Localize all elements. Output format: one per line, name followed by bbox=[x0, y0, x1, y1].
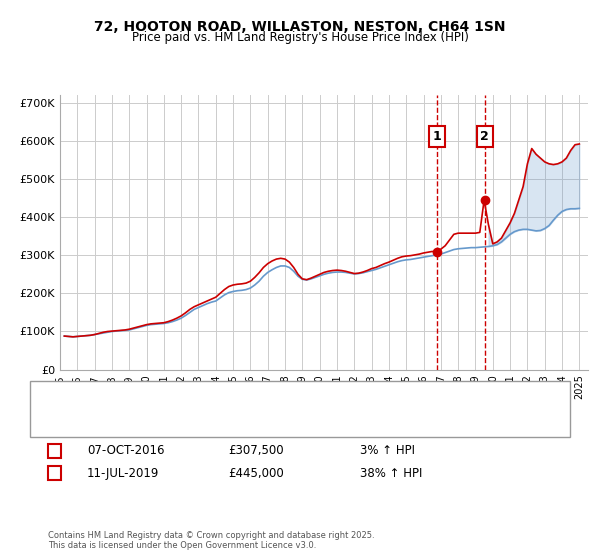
Text: HPI: Average price, detached house, Cheshire West and Chester: HPI: Average price, detached house, Ches… bbox=[81, 401, 416, 411]
Text: £307,500: £307,500 bbox=[228, 444, 284, 458]
Text: 2: 2 bbox=[480, 130, 489, 143]
Text: 07-OCT-2016: 07-OCT-2016 bbox=[87, 444, 164, 458]
Text: 11-JUL-2019: 11-JUL-2019 bbox=[87, 466, 160, 480]
Text: 38% ↑ HPI: 38% ↑ HPI bbox=[360, 466, 422, 480]
Text: Contains HM Land Registry data © Crown copyright and database right 2025.
This d: Contains HM Land Registry data © Crown c… bbox=[48, 530, 374, 550]
Text: £445,000: £445,000 bbox=[228, 466, 284, 480]
Text: 2: 2 bbox=[51, 468, 58, 478]
Text: 1: 1 bbox=[433, 130, 441, 143]
Text: 72, HOOTON ROAD, WILLASTON, NESTON, CH64 1SN: 72, HOOTON ROAD, WILLASTON, NESTON, CH64… bbox=[94, 20, 506, 34]
Text: Price paid vs. HM Land Registry's House Price Index (HPI): Price paid vs. HM Land Registry's House … bbox=[131, 31, 469, 44]
Text: 3% ↑ HPI: 3% ↑ HPI bbox=[360, 444, 415, 458]
Text: 72, HOOTON ROAD, WILLASTON, NESTON, CH64 1SN (detached house): 72, HOOTON ROAD, WILLASTON, NESTON, CH64… bbox=[81, 390, 452, 400]
Text: 1: 1 bbox=[51, 446, 58, 456]
